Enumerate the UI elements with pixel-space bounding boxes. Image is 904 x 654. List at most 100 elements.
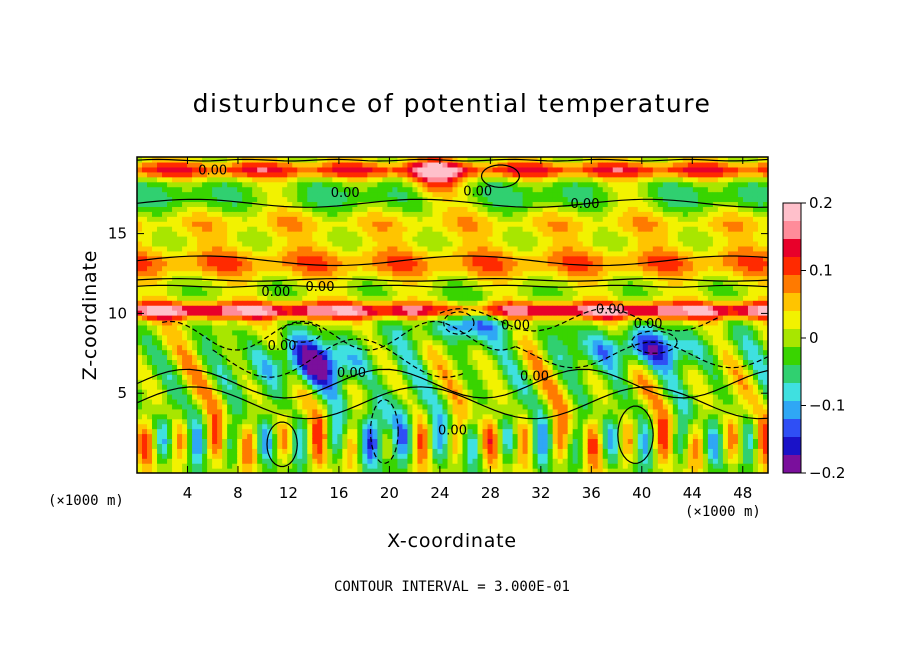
heatmap-cell bbox=[457, 236, 464, 242]
heatmap-cell bbox=[342, 295, 348, 301]
heatmap-cell bbox=[347, 290, 353, 296]
heatmap-cell bbox=[202, 329, 208, 336]
heatmap-cell bbox=[517, 354, 524, 361]
heatmap-cell bbox=[302, 408, 308, 415]
heatmap-cell bbox=[257, 275, 263, 282]
heatmap-cell bbox=[142, 403, 148, 410]
heatmap-cell bbox=[327, 453, 333, 459]
heatmap-cell bbox=[282, 211, 288, 217]
heatmap-cell bbox=[357, 255, 363, 262]
heatmap-cell bbox=[472, 433, 479, 440]
heatmap-cell bbox=[357, 453, 363, 459]
heatmap-cell bbox=[192, 413, 198, 420]
heatmap-cell bbox=[312, 448, 318, 454]
heatmap-cell bbox=[477, 364, 484, 370]
heatmap-cell bbox=[407, 379, 414, 385]
heatmap-cell bbox=[162, 359, 168, 365]
heatmap-cell bbox=[417, 394, 424, 400]
heatmap-cell bbox=[377, 181, 383, 188]
heatmap-cell bbox=[472, 379, 479, 385]
heatmap-cell bbox=[292, 255, 298, 262]
heatmap-cell bbox=[492, 349, 499, 356]
heatmap-cell bbox=[162, 295, 168, 301]
heatmap-cell bbox=[182, 394, 188, 400]
heatmap-cell bbox=[197, 161, 203, 168]
heatmap-cell bbox=[482, 285, 489, 291]
heatmap-cell bbox=[287, 324, 293, 331]
heatmap-cell bbox=[222, 310, 228, 316]
heatmap-cell bbox=[507, 181, 514, 188]
heatmap-cell bbox=[382, 236, 388, 242]
heatmap-cell bbox=[402, 315, 409, 321]
heatmap-cell bbox=[157, 171, 163, 178]
heatmap-cell bbox=[467, 408, 474, 415]
heatmap-cell bbox=[237, 468, 243, 473]
heatmap-cell bbox=[292, 398, 298, 405]
heatmap-cell bbox=[452, 463, 459, 469]
heatmap-cell bbox=[172, 300, 178, 306]
heatmap-cell bbox=[417, 443, 424, 449]
heatmap-cell bbox=[352, 166, 358, 173]
heatmap-cell bbox=[272, 181, 278, 188]
heatmap-cell bbox=[452, 157, 459, 163]
heatmap-cell bbox=[447, 245, 454, 252]
heatmap-cell bbox=[357, 226, 363, 232]
heatmap-cell bbox=[467, 468, 474, 473]
heatmap-cell bbox=[377, 285, 383, 291]
heatmap-cell bbox=[367, 324, 373, 331]
heatmap-cell bbox=[232, 349, 238, 356]
heatmap-cell bbox=[162, 280, 168, 286]
heatmap-cell bbox=[277, 191, 283, 198]
heatmap-cell bbox=[517, 334, 524, 341]
heatmap-cell bbox=[282, 413, 288, 420]
heatmap-cell bbox=[362, 245, 368, 252]
heatmap-cell bbox=[152, 226, 158, 232]
heatmap-cell bbox=[472, 231, 479, 237]
heatmap-cell bbox=[272, 463, 278, 469]
heatmap-cell bbox=[367, 295, 373, 301]
heatmap-cell bbox=[232, 364, 238, 370]
heatmap-cell bbox=[327, 443, 333, 449]
heatmap-cell bbox=[222, 260, 228, 267]
heatmap-cell bbox=[322, 344, 328, 351]
heatmap-cell bbox=[327, 458, 333, 464]
heatmap-cell bbox=[522, 181, 529, 188]
heatmap-cell bbox=[357, 458, 363, 464]
heatmap-cell bbox=[467, 359, 474, 365]
heatmap-cell bbox=[372, 206, 378, 212]
heatmap-cell bbox=[222, 186, 228, 193]
heatmap-cell bbox=[512, 290, 519, 296]
heatmap-cell bbox=[162, 221, 168, 227]
heatmap-cell bbox=[437, 359, 444, 365]
heatmap-cell bbox=[192, 423, 198, 430]
heatmap-cell bbox=[277, 334, 283, 341]
heatmap-cell bbox=[412, 231, 419, 237]
heatmap-cell bbox=[142, 216, 148, 222]
heatmap-cell bbox=[227, 329, 233, 336]
heatmap-cell bbox=[267, 324, 273, 331]
heatmap-cell bbox=[497, 389, 504, 395]
heatmap-cell bbox=[187, 339, 193, 346]
heatmap-cell bbox=[427, 265, 434, 272]
heatmap-cell bbox=[347, 240, 353, 247]
heatmap-cell bbox=[342, 413, 348, 420]
heatmap-cell bbox=[247, 379, 253, 385]
heatmap-cell bbox=[212, 295, 218, 301]
heatmap-cell bbox=[392, 359, 399, 365]
heatmap-cell bbox=[327, 221, 333, 227]
heatmap-cell bbox=[212, 206, 218, 212]
heatmap-cell bbox=[432, 418, 439, 425]
heatmap-cell bbox=[252, 181, 258, 188]
heatmap-cell bbox=[162, 344, 168, 351]
heatmap-cell bbox=[397, 403, 404, 410]
heatmap-cell bbox=[352, 240, 358, 247]
heatmap-cell bbox=[207, 319, 213, 326]
heatmap-cell bbox=[182, 374, 188, 380]
heatmap-cell bbox=[457, 379, 464, 385]
heatmap-cell bbox=[477, 206, 484, 212]
heatmap-cell bbox=[187, 468, 193, 473]
heatmap-cell bbox=[277, 344, 283, 351]
heatmap-cell bbox=[437, 438, 444, 444]
heatmap-cell bbox=[187, 285, 193, 291]
heatmap-cell bbox=[377, 384, 383, 390]
